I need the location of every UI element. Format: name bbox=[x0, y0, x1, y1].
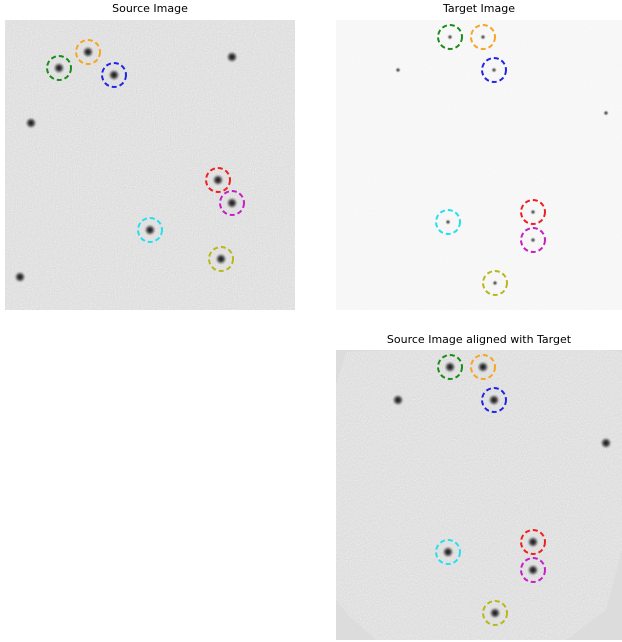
target-image-panel bbox=[336, 20, 622, 310]
star bbox=[480, 34, 486, 40]
blue-circle-marker bbox=[101, 62, 127, 88]
blue-circle-marker bbox=[481, 57, 507, 83]
olive-circle-marker bbox=[208, 246, 234, 272]
green-circle-marker bbox=[437, 354, 463, 380]
star bbox=[82, 46, 94, 58]
red-circle-marker bbox=[205, 167, 231, 193]
magenta-circle-marker bbox=[520, 227, 546, 253]
orange-circle-marker bbox=[470, 354, 496, 380]
cyan-circle-marker bbox=[435, 209, 461, 235]
star bbox=[600, 437, 612, 449]
star bbox=[226, 197, 238, 209]
magenta-circle-marker bbox=[520, 557, 546, 583]
cyan-circle-marker bbox=[435, 539, 461, 565]
star bbox=[212, 174, 224, 186]
star bbox=[445, 219, 451, 225]
star bbox=[53, 62, 65, 74]
star bbox=[215, 253, 227, 265]
star bbox=[442, 546, 454, 558]
star bbox=[14, 271, 26, 283]
star bbox=[492, 280, 498, 286]
star bbox=[491, 67, 497, 73]
star bbox=[395, 67, 401, 73]
olive-circle-marker bbox=[482, 270, 508, 296]
star bbox=[392, 394, 404, 406]
orange-circle-marker bbox=[75, 39, 101, 65]
green-circle-marker bbox=[46, 55, 72, 81]
star bbox=[527, 536, 539, 548]
target-image bbox=[336, 20, 622, 310]
orange-circle-marker bbox=[470, 24, 496, 50]
star bbox=[226, 51, 238, 63]
aligned-image-panel bbox=[336, 350, 622, 640]
star bbox=[447, 34, 453, 40]
star bbox=[488, 394, 500, 406]
blue-circle-marker bbox=[481, 387, 507, 413]
red-circle-marker bbox=[520, 529, 546, 555]
star bbox=[530, 209, 536, 215]
olive-circle-marker bbox=[482, 600, 508, 626]
red-circle-marker bbox=[520, 199, 546, 225]
aligned-image bbox=[336, 350, 622, 640]
star bbox=[530, 237, 536, 243]
star bbox=[489, 607, 501, 619]
source-image bbox=[5, 20, 295, 310]
green-circle-marker bbox=[437, 24, 463, 50]
star bbox=[108, 69, 120, 81]
star bbox=[144, 224, 156, 236]
target-image-title: Target Image bbox=[443, 2, 515, 15]
star bbox=[477, 361, 489, 373]
magenta-circle-marker bbox=[219, 190, 245, 216]
source-image-title: Source Image bbox=[112, 2, 188, 15]
star bbox=[603, 110, 609, 116]
source-image-panel bbox=[5, 20, 295, 310]
star bbox=[444, 361, 456, 373]
cyan-circle-marker bbox=[137, 217, 163, 243]
star bbox=[25, 117, 37, 129]
star bbox=[527, 564, 539, 576]
aligned-image-title: Source Image aligned with Target bbox=[386, 333, 572, 346]
